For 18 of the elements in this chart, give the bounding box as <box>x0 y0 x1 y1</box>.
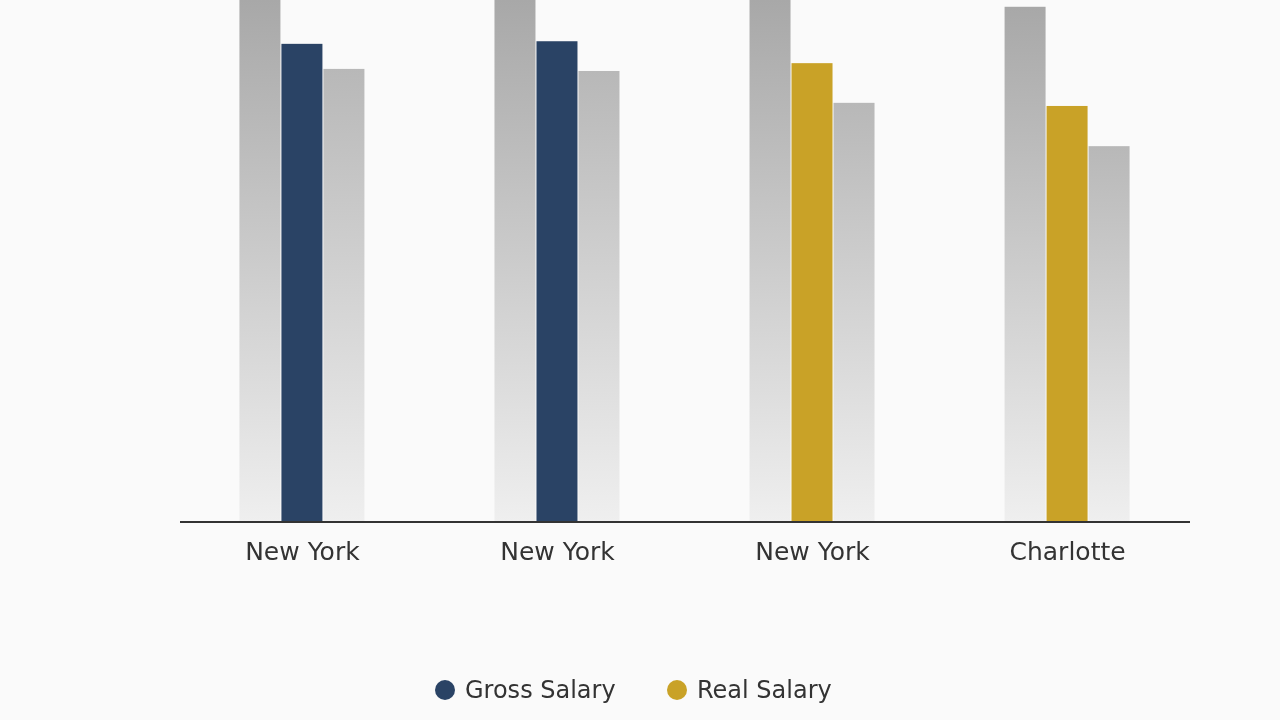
bar <box>1004 6 1046 522</box>
legend-label: Real Salary <box>697 676 832 704</box>
bar <box>749 0 791 522</box>
legend-label: Gross Salary <box>465 676 616 704</box>
x-tick-label: New York <box>500 537 616 566</box>
bar <box>1088 146 1130 522</box>
x-tick-label: Charlotte <box>1009 537 1126 566</box>
bar <box>833 102 875 522</box>
bar <box>494 0 536 522</box>
bar <box>239 0 281 522</box>
bar <box>536 41 578 522</box>
bar <box>323 68 365 522</box>
x-tick-label: New York <box>245 537 361 566</box>
bar <box>791 63 833 522</box>
bar <box>578 70 620 522</box>
x-tick-label: New York <box>755 537 871 566</box>
bar <box>281 43 323 522</box>
bar <box>1046 105 1088 522</box>
